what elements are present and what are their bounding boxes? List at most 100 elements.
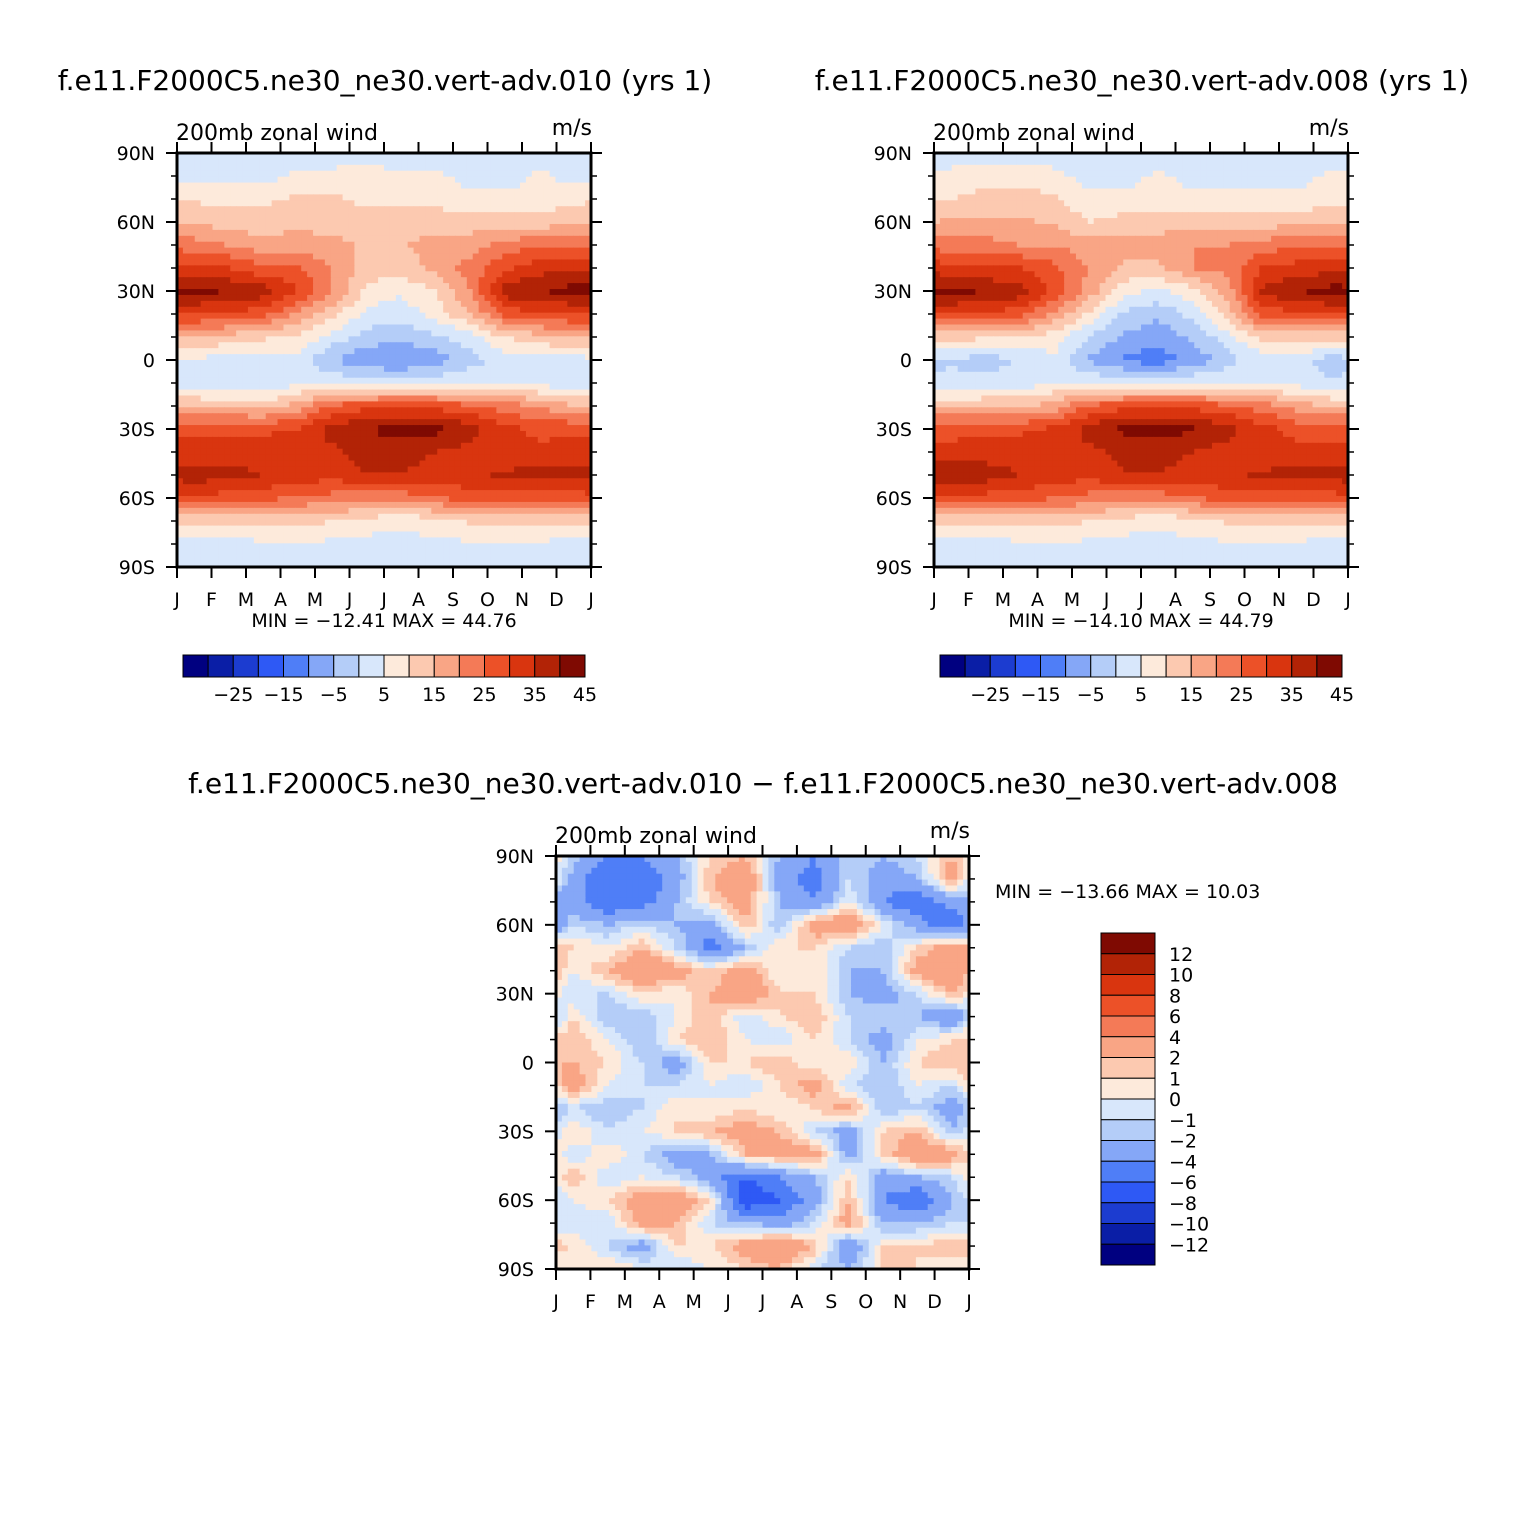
contour-cell [425,478,432,485]
contour-cell [401,289,409,296]
contour-cell [253,336,261,343]
contour-cell [324,330,332,337]
contour-cell [253,407,261,414]
x-tick-label: A [412,589,425,611]
contour-cell [549,218,557,225]
contour-cell [449,531,456,539]
contour-cell [508,277,515,284]
contour-cell [324,206,332,213]
contour-cell [372,218,379,225]
contour-cell [283,212,290,219]
contour-cell [567,188,574,195]
contour-cell [206,241,214,249]
contour-cell [460,472,468,479]
contour-cell [253,277,261,284]
contour-cell [555,153,563,160]
contour-cell [567,235,574,243]
contour-cell [277,182,285,190]
contour-cell [460,507,468,515]
contour-cell [531,413,539,420]
contour-cell [366,496,373,503]
contour-cell [449,206,456,213]
contour-cell [247,389,255,397]
contour-cell [395,561,403,568]
contour-cell [253,241,261,249]
contour-cell [437,377,444,385]
contour-cell [283,182,290,190]
contour-cell [425,194,432,201]
contour-cell [496,454,503,462]
contour-cell [224,312,231,320]
contour-cell [384,200,391,207]
contour-cell [259,507,267,515]
contour-cell [324,472,332,479]
contour-cell [177,182,184,190]
contour-cell [407,490,415,497]
contour-cell [372,265,379,272]
contour-cell [555,531,563,539]
contour-cell [454,507,462,515]
contour-cell [573,490,580,497]
contour-cell [579,259,586,266]
contour-cell [253,300,261,308]
contour-cell [360,241,367,249]
contour-cell [194,283,202,290]
contour-cell [573,549,580,556]
contour-cell [224,549,231,556]
contour-cell [496,442,503,450]
contour-cell [449,164,456,172]
contour-cell [301,537,308,544]
contour-cell [194,194,202,201]
contour-cell [313,507,320,515]
contour-cell [561,543,568,550]
contour-cell [496,277,503,284]
contour-cell [253,206,261,213]
contour-cell [242,241,249,249]
contour-cell [419,507,426,515]
contour-cell [478,525,486,533]
contour-cell [354,218,361,225]
contour-cell [520,389,527,397]
contour-cell [277,448,285,456]
contour-cell [449,360,456,367]
contour-cell [177,537,184,544]
contour-cell [289,194,296,201]
contour-cell [277,454,285,462]
contour-cell [537,158,545,166]
contour-cell [177,466,184,473]
contour-cell [384,555,391,562]
contour-cell [218,371,225,379]
contour-cell [247,300,255,308]
contour-cell [218,253,225,261]
contour-cell [307,537,314,544]
contour-cell [413,549,421,556]
contour-cell [182,531,190,539]
contour-cell [585,218,592,225]
contour-cell [212,271,219,278]
contour-cell [443,472,450,479]
contour-cell [324,549,332,556]
contour-cell [419,348,426,355]
contour-cell [490,407,497,414]
contour-cell [549,354,557,361]
contour-cell [525,235,533,243]
contour-cell [531,188,539,195]
contour-cell [425,425,432,432]
contour-cell [236,277,243,284]
contour-cell [236,247,243,255]
contour-cell [496,430,503,438]
contour-cell [372,182,379,190]
contour-cell [271,525,279,533]
contour-cell [247,235,255,243]
contour-cell [466,531,474,539]
contour-cell [336,531,344,539]
contour-cell [378,271,385,278]
contour-cell [395,543,403,550]
contour-cell [490,229,497,237]
contour-cell [295,413,302,420]
contour-cell [496,306,503,314]
contour-cell [324,247,332,255]
contour-cell [182,324,190,332]
contour-cell [573,377,580,385]
contour-cell [318,342,326,349]
